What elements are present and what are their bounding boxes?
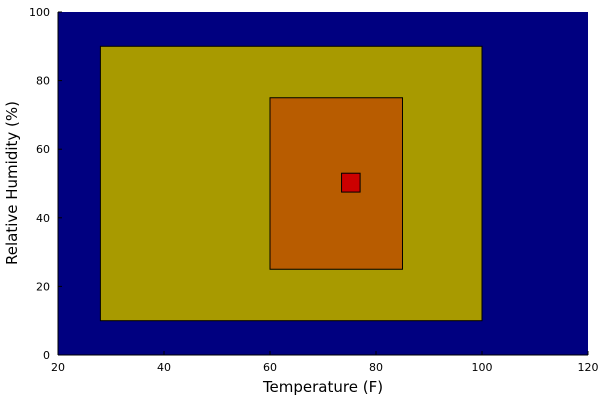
region-2 bbox=[269, 97, 403, 270]
y-tick-label: 20 bbox=[36, 280, 50, 293]
x-ticks: 20 40 60 80 100 120 bbox=[51, 351, 599, 374]
x-tick-label: 120 bbox=[578, 361, 599, 374]
comfort-regions bbox=[99, 45, 483, 322]
y-tick-label: 60 bbox=[36, 143, 50, 156]
x-tick-label: 100 bbox=[472, 361, 493, 374]
y-ticks: 0 20 40 60 80 100 bbox=[29, 6, 62, 362]
x-tick-label: 80 bbox=[369, 361, 383, 374]
x-tick-label: 20 bbox=[51, 361, 65, 374]
x-tick-label: 60 bbox=[263, 361, 277, 374]
y-tick-label: 0 bbox=[43, 349, 50, 362]
y-tick-label: 100 bbox=[29, 6, 50, 19]
x-tick-label: 40 bbox=[157, 361, 171, 374]
y-tick-label: 80 bbox=[36, 75, 50, 88]
region-3 bbox=[341, 172, 361, 193]
x-axis-label: Temperature (F) bbox=[262, 378, 383, 396]
y-axis-label: Relative Humidity (%) bbox=[3, 101, 21, 265]
y-tick-label: 40 bbox=[36, 212, 50, 225]
